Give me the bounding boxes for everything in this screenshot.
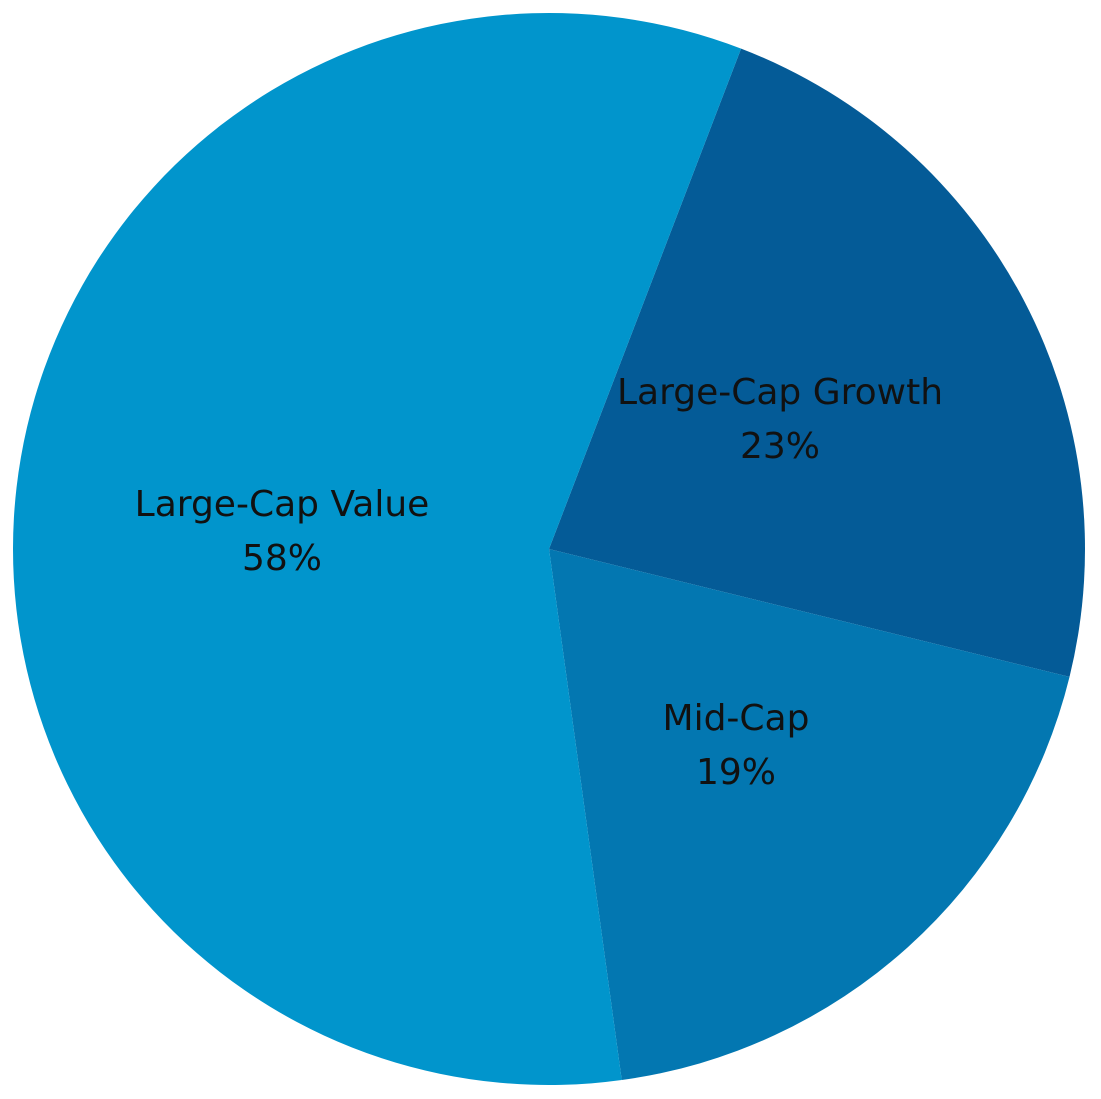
pie-slices [13,13,1085,1086]
pie-labels: Large-Cap Growth 23% Mid-Cap 19% Large-C… [135,372,943,793]
slice-label-large-cap-value: Large-Cap Value [135,484,430,525]
slice-value-mid-cap: 19% [696,752,776,793]
slice-value-large-cap-value: 58% [242,538,322,579]
slice-large-cap-growth [549,48,1085,677]
slice-large-cap-value [13,13,742,1086]
slice-label-mid-cap: Mid-Cap [663,698,810,739]
slice-label-large-cap-growth: Large-Cap Growth [617,372,943,413]
slice-mid-cap [549,549,1070,1081]
slice-value-large-cap-growth: 23% [740,426,820,467]
